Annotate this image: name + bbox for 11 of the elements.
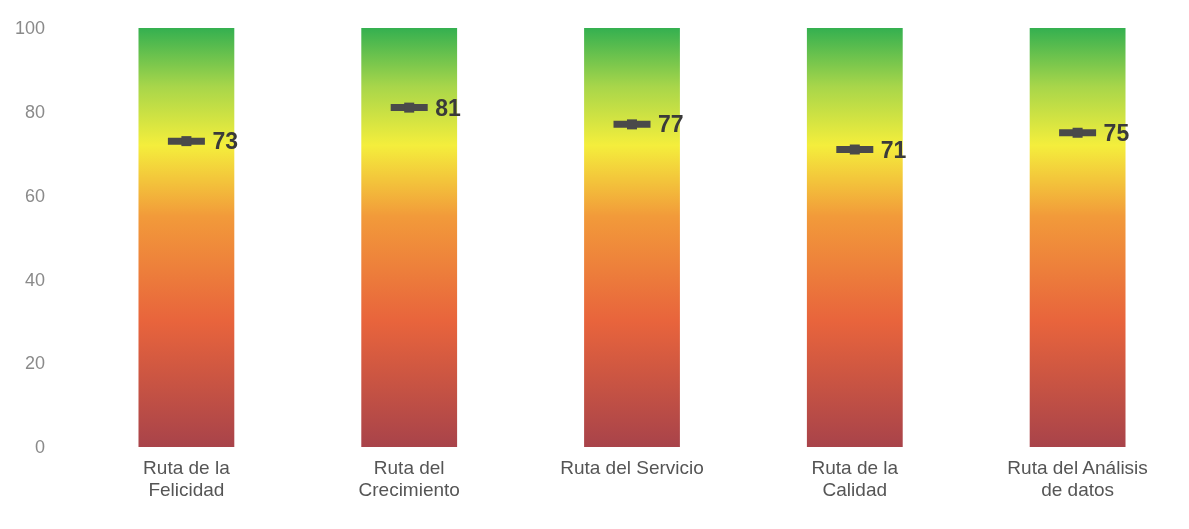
y-tick-label: 80 xyxy=(24,102,45,123)
y-tick-label: 60 xyxy=(24,185,45,206)
y-tick-label: 20 xyxy=(24,353,45,374)
y-tick-label: 100 xyxy=(14,18,45,39)
x-tick-label: Ruta del Análisis de datos xyxy=(1007,457,1148,501)
x-tick-label: Ruta del Crecimiento xyxy=(358,457,460,501)
x-tick-label: Ruta de la Calidad xyxy=(811,457,899,501)
x-tick-label: Ruta del Servicio xyxy=(560,457,704,479)
y-tick-label: 0 xyxy=(34,437,45,458)
y-tick-label: 40 xyxy=(24,269,45,290)
x-tick-label: Ruta de la Felicidad xyxy=(143,457,231,501)
